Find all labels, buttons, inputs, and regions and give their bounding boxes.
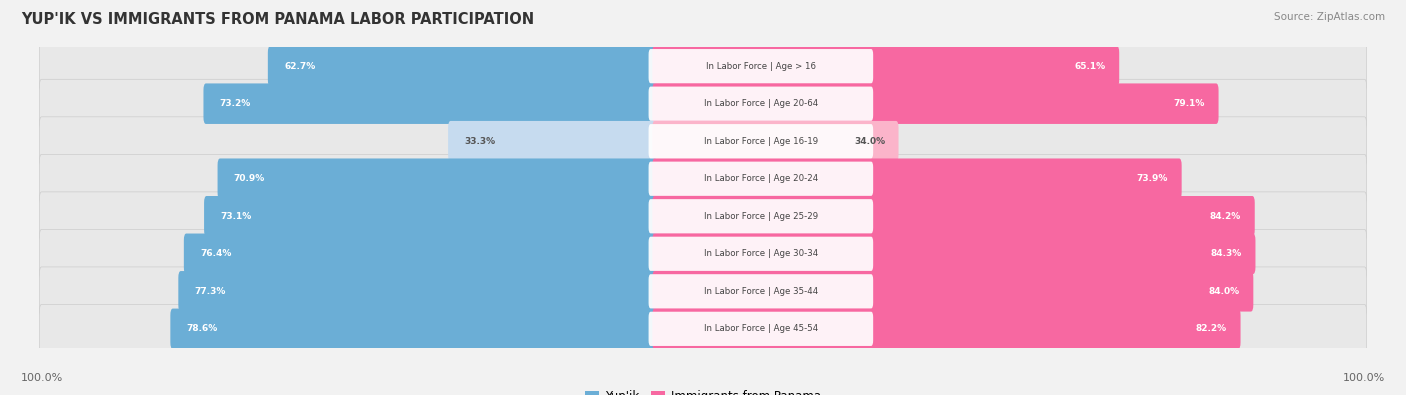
Text: 84.3%: 84.3% [1211, 249, 1241, 258]
Text: 84.0%: 84.0% [1209, 287, 1240, 296]
Text: 79.1%: 79.1% [1174, 99, 1205, 108]
FancyBboxPatch shape [204, 83, 657, 124]
Text: In Labor Force | Age > 16: In Labor Force | Age > 16 [706, 62, 815, 71]
Text: 73.2%: 73.2% [219, 99, 252, 108]
Text: 62.7%: 62.7% [284, 62, 315, 71]
Text: In Labor Force | Age 25-29: In Labor Force | Age 25-29 [704, 212, 818, 221]
FancyBboxPatch shape [170, 308, 657, 349]
FancyBboxPatch shape [648, 312, 873, 346]
FancyBboxPatch shape [39, 267, 1367, 316]
Text: 77.3%: 77.3% [194, 287, 226, 296]
FancyBboxPatch shape [39, 42, 1367, 90]
Text: In Labor Force | Age 20-64: In Labor Force | Age 20-64 [704, 99, 818, 108]
Text: 73.9%: 73.9% [1137, 174, 1168, 183]
FancyBboxPatch shape [449, 121, 657, 162]
FancyBboxPatch shape [648, 49, 873, 83]
FancyBboxPatch shape [652, 83, 1219, 124]
FancyBboxPatch shape [218, 158, 657, 199]
Text: In Labor Force | Age 16-19: In Labor Force | Age 16-19 [704, 137, 818, 146]
Text: 70.9%: 70.9% [233, 174, 266, 183]
FancyBboxPatch shape [652, 271, 1253, 312]
FancyBboxPatch shape [184, 233, 657, 274]
FancyBboxPatch shape [648, 124, 873, 158]
Text: 100.0%: 100.0% [21, 373, 63, 383]
FancyBboxPatch shape [39, 192, 1367, 241]
Text: 82.2%: 82.2% [1197, 324, 1227, 333]
FancyBboxPatch shape [39, 305, 1367, 353]
Text: 33.3%: 33.3% [464, 137, 495, 146]
Text: Source: ZipAtlas.com: Source: ZipAtlas.com [1274, 12, 1385, 22]
FancyBboxPatch shape [39, 117, 1367, 166]
FancyBboxPatch shape [648, 162, 873, 196]
FancyBboxPatch shape [269, 46, 657, 87]
Text: 100.0%: 100.0% [1343, 373, 1385, 383]
Legend: Yup'ik, Immigrants from Panama: Yup'ik, Immigrants from Panama [581, 385, 825, 395]
FancyBboxPatch shape [179, 271, 657, 312]
FancyBboxPatch shape [652, 121, 898, 162]
Text: In Labor Force | Age 30-34: In Labor Force | Age 30-34 [704, 249, 818, 258]
FancyBboxPatch shape [39, 79, 1367, 128]
FancyBboxPatch shape [652, 158, 1181, 199]
FancyBboxPatch shape [648, 274, 873, 308]
Text: 65.1%: 65.1% [1074, 62, 1105, 71]
FancyBboxPatch shape [39, 154, 1367, 203]
Text: 78.6%: 78.6% [187, 324, 218, 333]
Text: 76.4%: 76.4% [200, 249, 232, 258]
FancyBboxPatch shape [652, 46, 1119, 87]
FancyBboxPatch shape [648, 237, 873, 271]
FancyBboxPatch shape [652, 233, 1256, 274]
FancyBboxPatch shape [648, 199, 873, 233]
Text: YUP'IK VS IMMIGRANTS FROM PANAMA LABOR PARTICIPATION: YUP'IK VS IMMIGRANTS FROM PANAMA LABOR P… [21, 12, 534, 27]
Text: In Labor Force | Age 35-44: In Labor Force | Age 35-44 [704, 287, 818, 296]
FancyBboxPatch shape [652, 196, 1254, 237]
Text: 73.1%: 73.1% [221, 212, 252, 221]
FancyBboxPatch shape [652, 308, 1240, 349]
Text: In Labor Force | Age 20-24: In Labor Force | Age 20-24 [704, 174, 818, 183]
FancyBboxPatch shape [648, 87, 873, 121]
FancyBboxPatch shape [204, 196, 657, 237]
Text: 84.2%: 84.2% [1211, 212, 1241, 221]
Text: In Labor Force | Age 45-54: In Labor Force | Age 45-54 [704, 324, 818, 333]
Text: 34.0%: 34.0% [853, 137, 884, 146]
FancyBboxPatch shape [39, 229, 1367, 278]
